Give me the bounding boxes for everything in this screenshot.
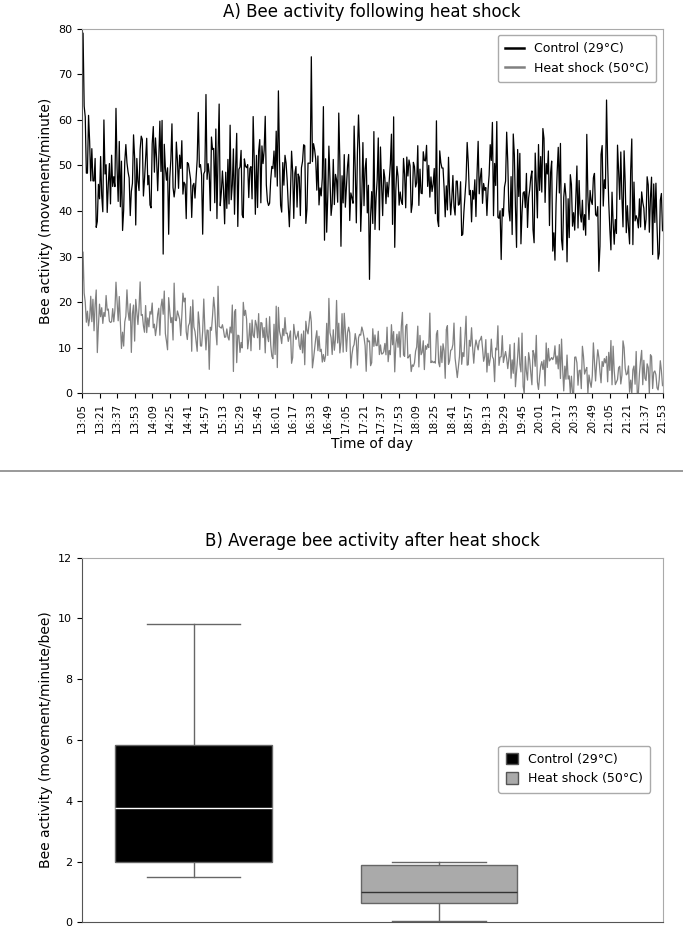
Heat shock (50°C) — [199, 325, 207, 337]
Y-axis label: Bee activity (movement/minute/bee): Bee activity (movement/minute/bee) — [38, 611, 53, 868]
Control (29°C) — [331, 168, 339, 180]
Control (29°C) — [631, 215, 639, 226]
Bar — [361, 864, 517, 902]
Legend: Control (29°C), Heat shock (50°C): Control (29°C), Heat shock (50°C) — [498, 746, 650, 793]
Bar — [115, 745, 272, 862]
Heat shock (50°C) — [331, 334, 339, 345]
Control (29°C) — [79, 28, 87, 39]
Control (29°C) — [450, 201, 458, 212]
Control (29°C) — [365, 274, 374, 285]
Control (29°C) — [78, 73, 86, 85]
Heat shock (50°C) — [79, 246, 87, 258]
Heat shock (50°C) — [631, 378, 639, 390]
Control (29°C) — [658, 225, 667, 237]
X-axis label: Time of day: Time of day — [331, 437, 413, 452]
Line: Heat shock (50°C): Heat shock (50°C) — [82, 252, 663, 394]
Line: Control (29°C): Control (29°C) — [82, 33, 663, 280]
Title: B) Average bee activity after heat shock: B) Average bee activity after heat shock — [205, 533, 540, 551]
Heat shock (50°C) — [182, 326, 191, 338]
Title: A) Bee activity following heat shock: A) Bee activity following heat shock — [223, 4, 521, 22]
Control (29°C) — [522, 167, 531, 179]
Control (29°C) — [182, 213, 191, 224]
Legend: Control (29°C), Heat shock (50°C): Control (29°C), Heat shock (50°C) — [498, 35, 656, 82]
Heat shock (50°C) — [520, 388, 529, 399]
Heat shock (50°C) — [658, 380, 667, 392]
Heat shock (50°C) — [449, 339, 457, 350]
Heat shock (50°C) — [522, 366, 531, 378]
Control (29°C) — [199, 228, 207, 240]
Y-axis label: Bee activity (movement/minute): Bee activity (movement/minute) — [38, 98, 53, 324]
Heat shock (50°C) — [78, 296, 86, 307]
